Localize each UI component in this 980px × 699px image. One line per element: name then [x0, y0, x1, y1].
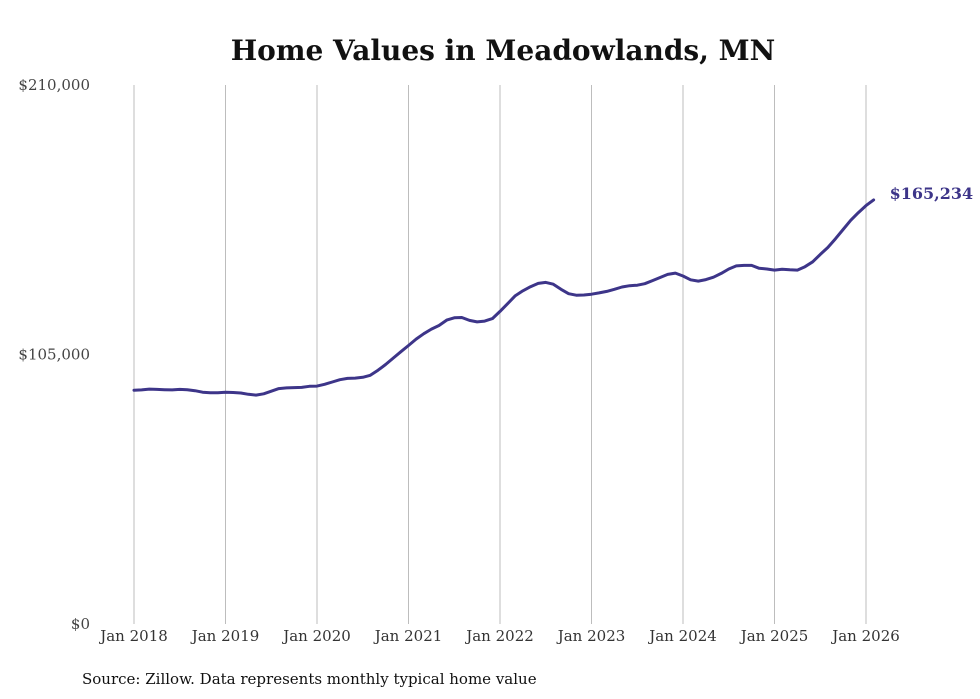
- x-tick-label: Jan 2025: [739, 627, 809, 645]
- end-value-label: $165,234: [890, 184, 974, 203]
- x-tick-label: Jan 2023: [556, 627, 626, 645]
- y-tick-label: $210,000: [18, 76, 90, 94]
- source-note: Source: Zillow. Data represents monthly …: [82, 670, 537, 688]
- x-tick-label: Jan 2022: [464, 627, 534, 645]
- y-tick-label: $105,000: [18, 346, 90, 364]
- x-tick-label: Jan 2019: [190, 627, 260, 645]
- x-tick-label: Jan 2021: [373, 627, 443, 645]
- series-line-home-value: [132, 198, 876, 397]
- x-axis-ticks: Jan 2018 Jan 2019 Jan 2020 Jan 2021 Jan 2022…: [98, 627, 900, 645]
- x-tick-label: Jan 2020: [281, 627, 351, 645]
- y-tick-label: $0: [71, 615, 90, 633]
- chart-title: Home Values in Meadowlands, MN: [231, 34, 776, 67]
- x-tick-label: Jan 2024: [647, 627, 717, 645]
- x-tick-label: Jan 2026: [830, 627, 900, 645]
- x-tick-label: Jan 2018: [98, 627, 168, 645]
- gridlines: [133, 85, 867, 624]
- y-axis-ticks: $0 $105,000 $210,000: [18, 76, 90, 633]
